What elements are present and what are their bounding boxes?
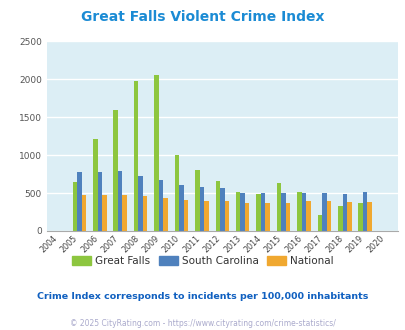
Bar — [97, 172, 102, 231]
Bar — [342, 194, 346, 231]
Legend: Great Falls, South Carolina, National: Great Falls, South Carolina, National — [68, 252, 337, 270]
Text: Crime Index corresponds to incidents per 100,000 inhabitants: Crime Index corresponds to incidents per… — [37, 292, 368, 301]
Bar — [235, 192, 240, 231]
Bar — [195, 170, 199, 231]
Bar — [154, 75, 158, 231]
Bar — [260, 193, 265, 231]
Bar — [321, 193, 326, 231]
Bar — [305, 201, 310, 231]
Bar — [317, 215, 321, 231]
Bar — [81, 195, 86, 231]
Bar — [174, 155, 179, 231]
Bar — [138, 176, 143, 231]
Bar — [220, 188, 224, 231]
Bar — [244, 203, 249, 231]
Bar — [326, 201, 330, 231]
Bar — [256, 194, 260, 231]
Bar — [143, 196, 147, 231]
Bar — [199, 187, 204, 231]
Bar — [301, 193, 305, 231]
Bar — [72, 182, 77, 231]
Text: © 2025 CityRating.com - https://www.cityrating.com/crime-statistics/: © 2025 CityRating.com - https://www.city… — [70, 319, 335, 328]
Bar — [163, 198, 167, 231]
Bar — [281, 193, 285, 231]
Bar — [276, 183, 281, 231]
Bar — [346, 202, 351, 231]
Bar — [362, 192, 367, 231]
Bar — [240, 193, 244, 231]
Bar — [183, 200, 188, 231]
Bar — [122, 195, 127, 231]
Bar — [102, 195, 106, 231]
Bar — [134, 81, 138, 231]
Bar — [118, 171, 122, 231]
Bar — [215, 181, 220, 231]
Bar — [358, 203, 362, 231]
Bar — [93, 139, 97, 231]
Bar — [204, 201, 208, 231]
Bar — [367, 202, 371, 231]
Bar — [296, 191, 301, 231]
Bar — [224, 201, 228, 231]
Bar — [337, 206, 342, 231]
Bar — [265, 203, 269, 231]
Bar — [179, 185, 183, 231]
Bar — [285, 203, 290, 231]
Text: Great Falls Violent Crime Index: Great Falls Violent Crime Index — [81, 10, 324, 24]
Bar — [158, 180, 163, 231]
Bar — [113, 110, 118, 231]
Bar — [77, 172, 81, 231]
